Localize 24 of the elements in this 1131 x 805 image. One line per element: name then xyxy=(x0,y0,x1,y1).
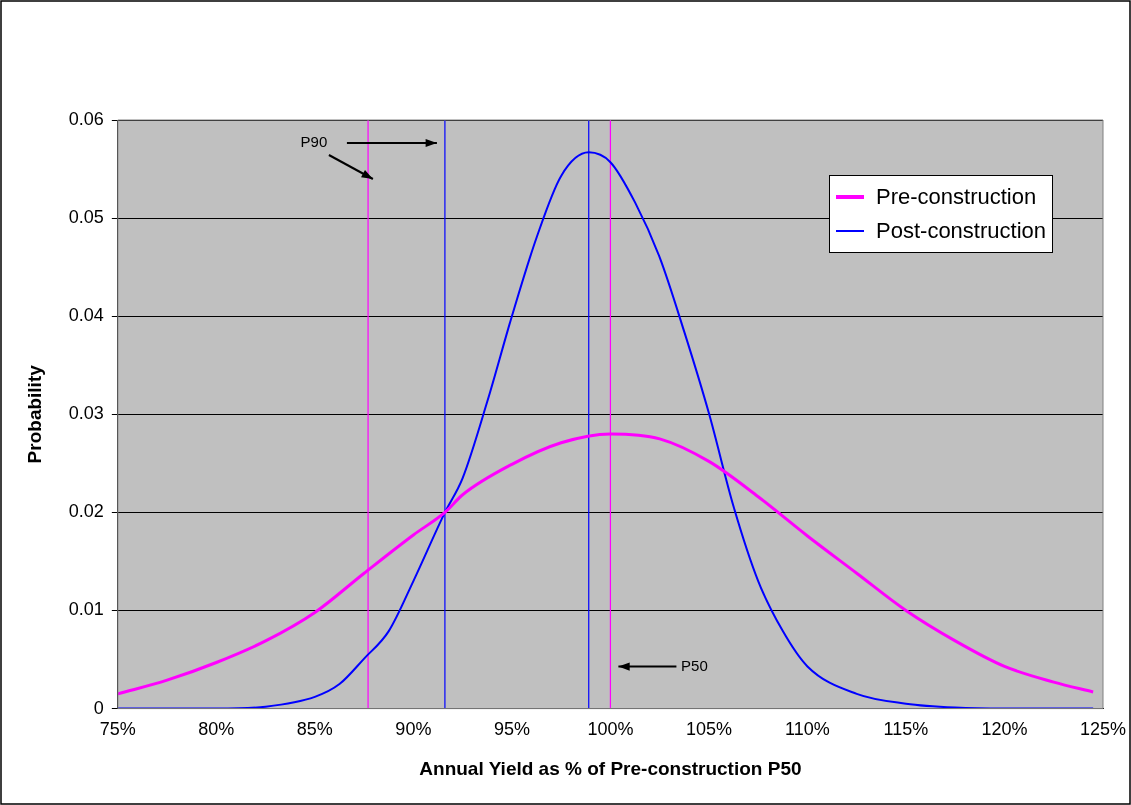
y-tick-label: 0.03 xyxy=(68,403,104,424)
legend-label: Post-construction xyxy=(876,217,1046,245)
x-tick-label: 80% xyxy=(198,719,235,740)
x-axis-title: Annual Yield as % of Pre-construction P50 xyxy=(419,757,802,779)
x-tick-label: 115% xyxy=(883,719,929,740)
y-tick-label: 0 xyxy=(93,697,104,718)
y-tick-label: 0.02 xyxy=(68,501,104,522)
y-axis-title: Probability xyxy=(23,364,45,464)
x-tick-label: 105% xyxy=(685,719,732,740)
y-tick-label: 0.05 xyxy=(68,207,104,228)
annotation: P50 xyxy=(681,656,708,674)
y-tick-label: 0.06 xyxy=(68,108,104,129)
x-tick-label: 90% xyxy=(395,719,432,740)
legend-label: Pre-construction xyxy=(876,183,1037,211)
y-tick-label: 0.04 xyxy=(68,305,104,326)
x-tick-label: 75% xyxy=(99,719,136,740)
y-tick-label: 0.01 xyxy=(68,599,104,620)
annotation: P90 xyxy=(300,133,328,151)
x-tick-label: 125% xyxy=(1079,719,1127,740)
x-tick-label: 85% xyxy=(296,719,333,740)
x-tick-label: 110% xyxy=(785,719,830,740)
x-tick-label: 95% xyxy=(493,719,530,740)
x-tick-label: 100% xyxy=(587,719,634,740)
x-tick-label: 120% xyxy=(981,719,1028,740)
